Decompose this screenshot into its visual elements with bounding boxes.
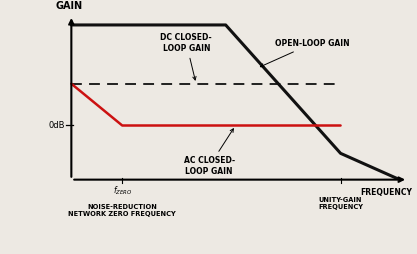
Text: DC CLOSED-
LOOP GAIN: DC CLOSED- LOOP GAIN — [161, 33, 212, 80]
Text: GAIN: GAIN — [56, 2, 83, 11]
Text: UNITY-GAIN
FREQUENCY: UNITY-GAIN FREQUENCY — [318, 197, 363, 210]
Text: AC CLOSED-
LOOP GAIN: AC CLOSED- LOOP GAIN — [183, 129, 235, 176]
Text: 0dB: 0dB — [49, 121, 65, 130]
Text: FREQUENCY: FREQUENCY — [360, 188, 412, 197]
Text: $f_{ZERO}$: $f_{ZERO}$ — [113, 184, 132, 197]
Text: NOISE-REDUCTION
NETWORK ZERO FREQUENCY: NOISE-REDUCTION NETWORK ZERO FREQUENCY — [68, 204, 176, 217]
Text: OPEN-LOOP GAIN: OPEN-LOOP GAIN — [260, 39, 349, 67]
